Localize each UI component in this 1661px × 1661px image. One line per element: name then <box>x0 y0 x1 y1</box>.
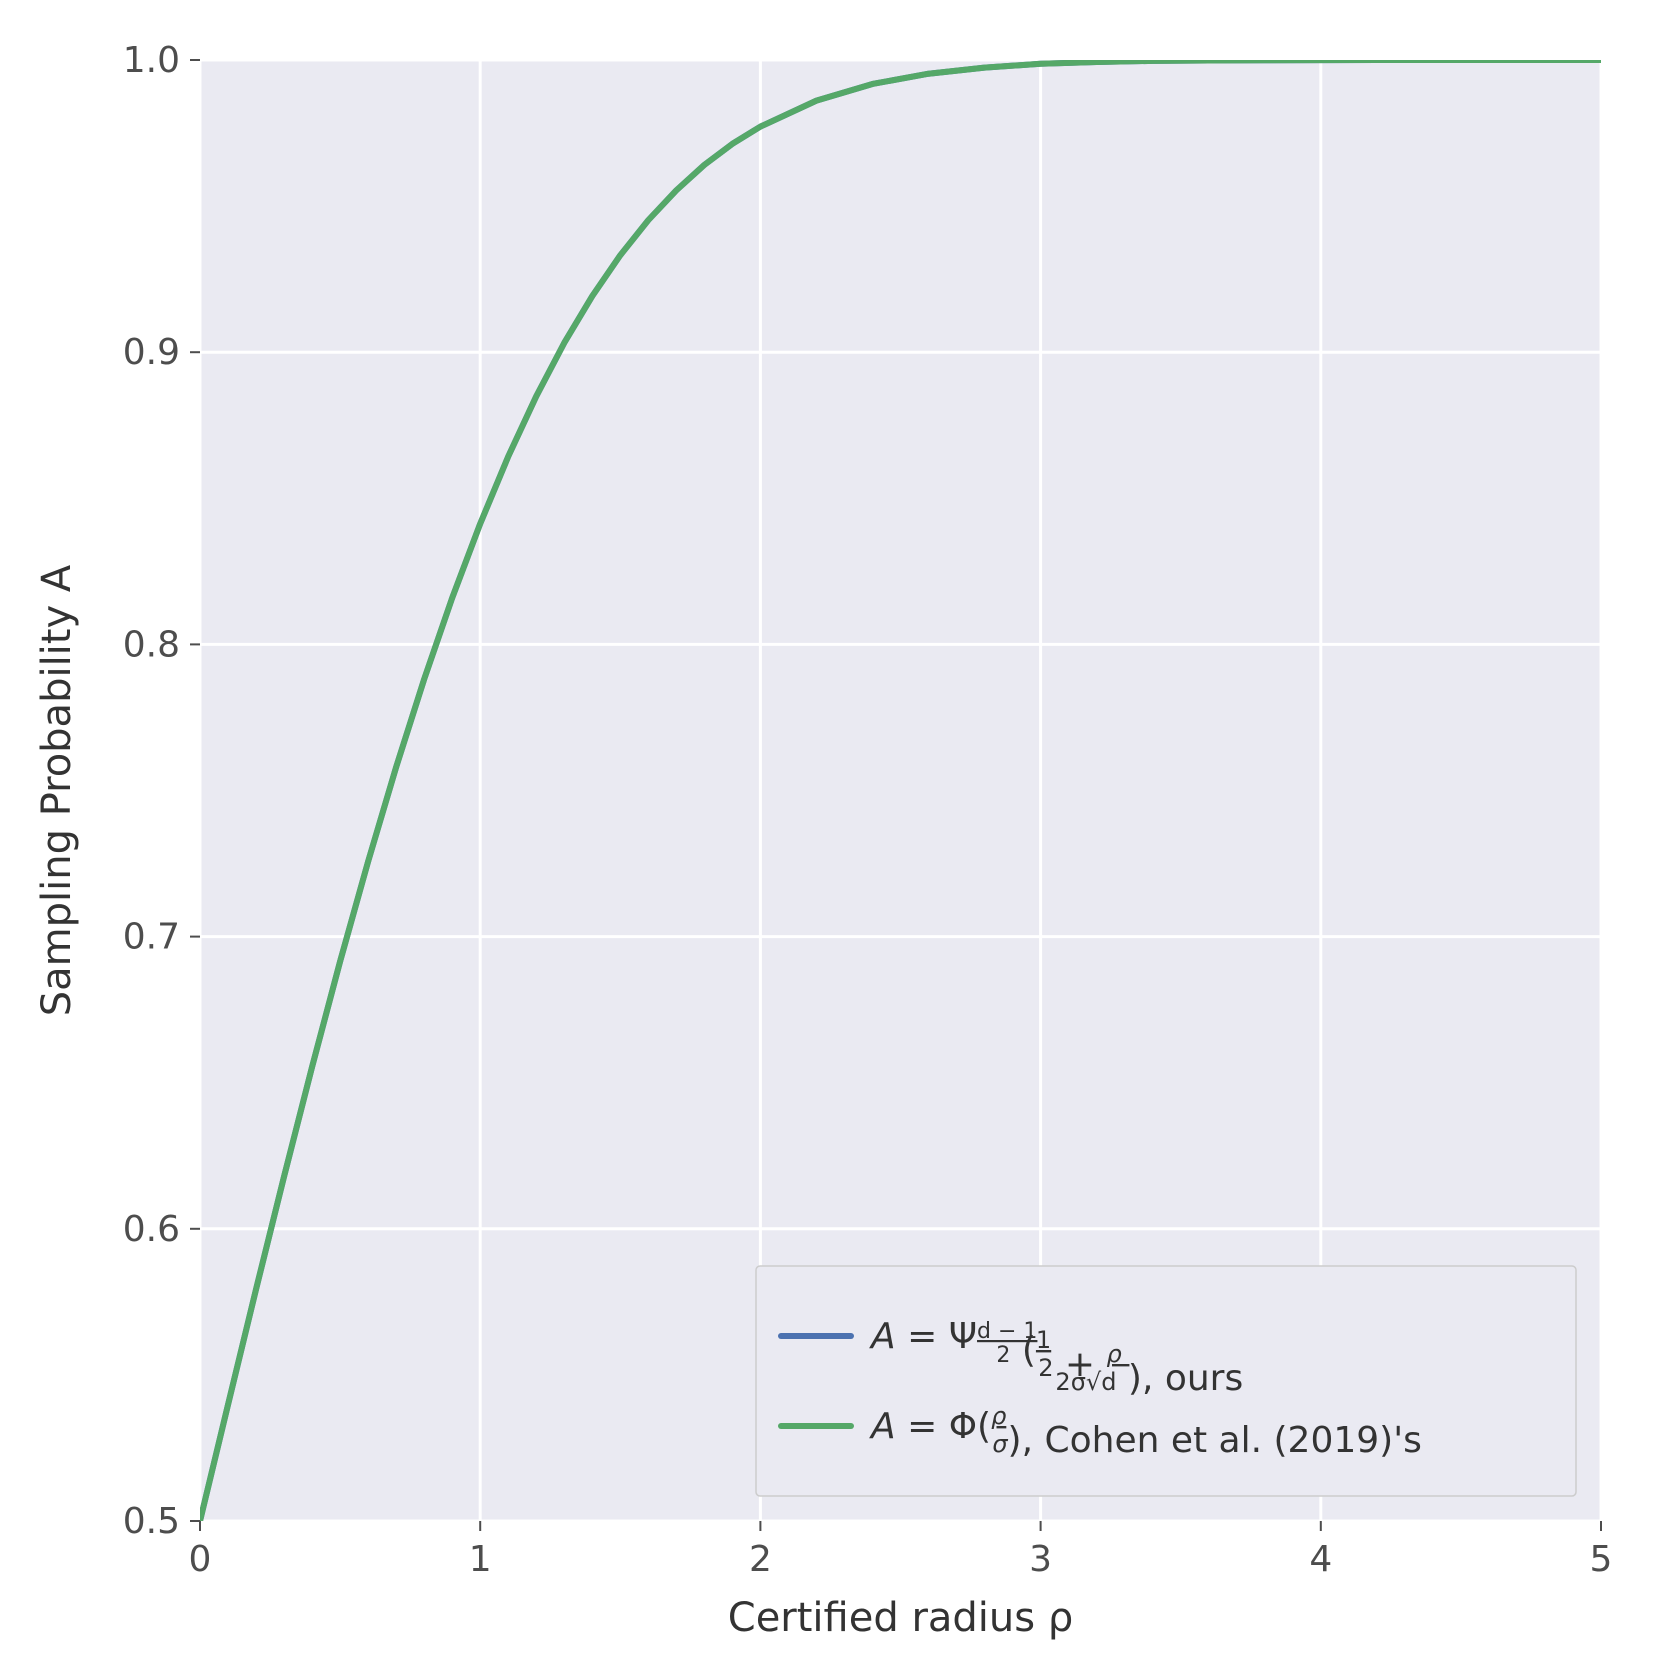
ytick-label: 0.6 <box>123 1209 180 1250</box>
ytick-label: 0.5 <box>123 1501 180 1542</box>
legend: A = Ψd − 1 2 (12 + ρ 2σ√d ), oursA = Φ(ρ… <box>756 1266 1576 1496</box>
line-chart: 0 1 2 3 4 5 0.5 0.6 0.7 0.8 0.9 1.0 Certified radius… <box>0 0 1661 1661</box>
xtick-label: 5 <box>1590 1539 1613 1580</box>
ytick-label: 0.8 <box>123 624 180 665</box>
xtick-label: 4 <box>1309 1539 1332 1580</box>
ytick-label: 0.9 <box>123 332 180 373</box>
y-axis-label: Sampling Probability A <box>34 564 80 1016</box>
ytick-label: 0.7 <box>123 917 180 958</box>
xtick-label: 1 <box>469 1539 492 1580</box>
chart-container: 0 1 2 3 4 5 0.5 0.6 0.7 0.8 0.9 1.0 Certified radius… <box>0 0 1661 1661</box>
xtick-label: 2 <box>749 1539 772 1580</box>
xtick-label: 0 <box>189 1539 212 1580</box>
x-axis-label: Certified radius ρ <box>728 1595 1073 1641</box>
ytick-label: 1.0 <box>123 40 180 81</box>
xtick-label: 3 <box>1029 1539 1052 1580</box>
